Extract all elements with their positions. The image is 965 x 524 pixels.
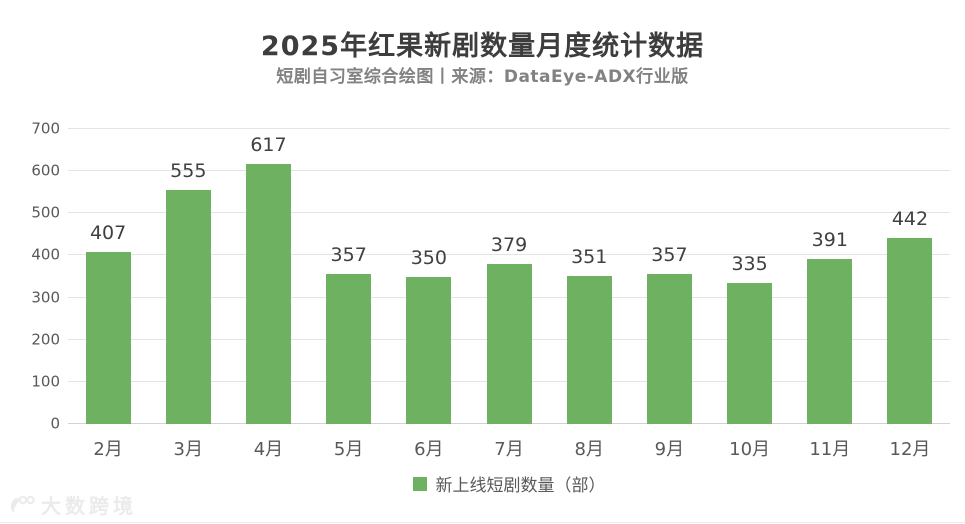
x-tick-label: 8月 bbox=[574, 439, 604, 460]
x-tick-label: 5月 bbox=[333, 439, 364, 460]
legend: 新上线短剧数量（部） bbox=[68, 471, 950, 496]
bar bbox=[486, 264, 532, 424]
y-tick-label: 600 bbox=[31, 161, 60, 180]
chart-title: 2025年红果新剧数量月度统计数据 bbox=[260, 31, 705, 62]
chart-subtitle: 短剧自习室综合绘图丨来源：DataEye-ADX行业版 bbox=[276, 67, 689, 87]
bar bbox=[245, 163, 291, 424]
bar-column: 335 bbox=[710, 129, 790, 424]
legend-label: 新上线短剧数量（部） bbox=[435, 476, 606, 496]
bar bbox=[887, 237, 933, 424]
bar-value-label: 357 bbox=[330, 243, 367, 266]
bar bbox=[326, 273, 372, 424]
watermark: 大数跨境 bbox=[8, 490, 137, 519]
bar bbox=[646, 273, 692, 424]
bar-value-label: 555 bbox=[170, 160, 207, 183]
y-tick-label: 400 bbox=[31, 245, 60, 264]
bar-column: 391 bbox=[790, 129, 870, 424]
x-tick-label: 12月 bbox=[889, 439, 931, 460]
y-tick-label: 200 bbox=[31, 330, 60, 349]
bar-column: 350 bbox=[389, 129, 469, 424]
x-axis: 2月 3月 4月 5月 6月 7月 8月 9月 10月 11月 12月 bbox=[68, 435, 950, 461]
bar-column: 617 bbox=[228, 129, 308, 424]
legend-swatch-icon bbox=[412, 476, 427, 491]
bar bbox=[807, 259, 853, 424]
x-tick-label: 4月 bbox=[253, 439, 284, 460]
y-axis: 0 100 200 300 400 500 600 700 bbox=[0, 121, 60, 431]
plot-area: 407 555 617 357 350 379 351 357 335 391 442 bbox=[68, 128, 950, 424]
bottom-divider bbox=[0, 522, 965, 523]
bar-column: 407 bbox=[68, 129, 148, 424]
y-tick-label: 0 bbox=[50, 414, 60, 433]
bar bbox=[566, 276, 612, 424]
bar-value-label: 379 bbox=[490, 234, 528, 257]
bars: 407 555 617 357 350 379 351 357 335 391 442 bbox=[68, 129, 950, 424]
bar bbox=[85, 252, 131, 424]
x-tick-label: 11月 bbox=[809, 439, 851, 460]
bar-column: 357 bbox=[629, 129, 709, 424]
y-tick-label: 700 bbox=[31, 119, 60, 138]
x-tick-label: 9月 bbox=[654, 439, 685, 460]
bar-value-label: 391 bbox=[811, 229, 848, 252]
bar-column: 357 bbox=[309, 129, 389, 424]
bar bbox=[165, 190, 211, 424]
x-tick-label: 10月 bbox=[729, 439, 771, 460]
x-tick-label: 6月 bbox=[414, 439, 444, 460]
gridline bbox=[68, 254, 950, 256]
bar-value-label: 442 bbox=[891, 207, 929, 230]
bar-column: 442 bbox=[870, 129, 950, 424]
x-tick-label: 2月 bbox=[93, 439, 123, 460]
bar bbox=[727, 282, 773, 424]
gridline bbox=[68, 170, 950, 172]
watermark-text: 大数跨境 bbox=[41, 494, 137, 518]
y-tick-label: 300 bbox=[31, 288, 60, 307]
y-tick-label: 100 bbox=[31, 372, 60, 391]
bar-value-label: 407 bbox=[89, 222, 127, 245]
bar-column: 555 bbox=[148, 129, 228, 424]
bar-value-label: 350 bbox=[410, 246, 447, 269]
bar-column: 351 bbox=[549, 129, 629, 424]
bar-value-label: 617 bbox=[250, 133, 287, 156]
x-tick-label: 3月 bbox=[173, 439, 203, 460]
bar-value-label: 357 bbox=[651, 243, 688, 266]
bar bbox=[406, 276, 452, 424]
bar-value-label: 335 bbox=[731, 252, 768, 275]
bar-column: 379 bbox=[469, 129, 549, 424]
bar-value-label: 351 bbox=[571, 246, 608, 269]
gridline bbox=[68, 128, 950, 129]
x-tick-label: 7月 bbox=[494, 439, 524, 460]
dashu-logo-icon bbox=[8, 493, 36, 517]
y-tick-label: 500 bbox=[31, 203, 60, 222]
gridline bbox=[68, 212, 950, 214]
